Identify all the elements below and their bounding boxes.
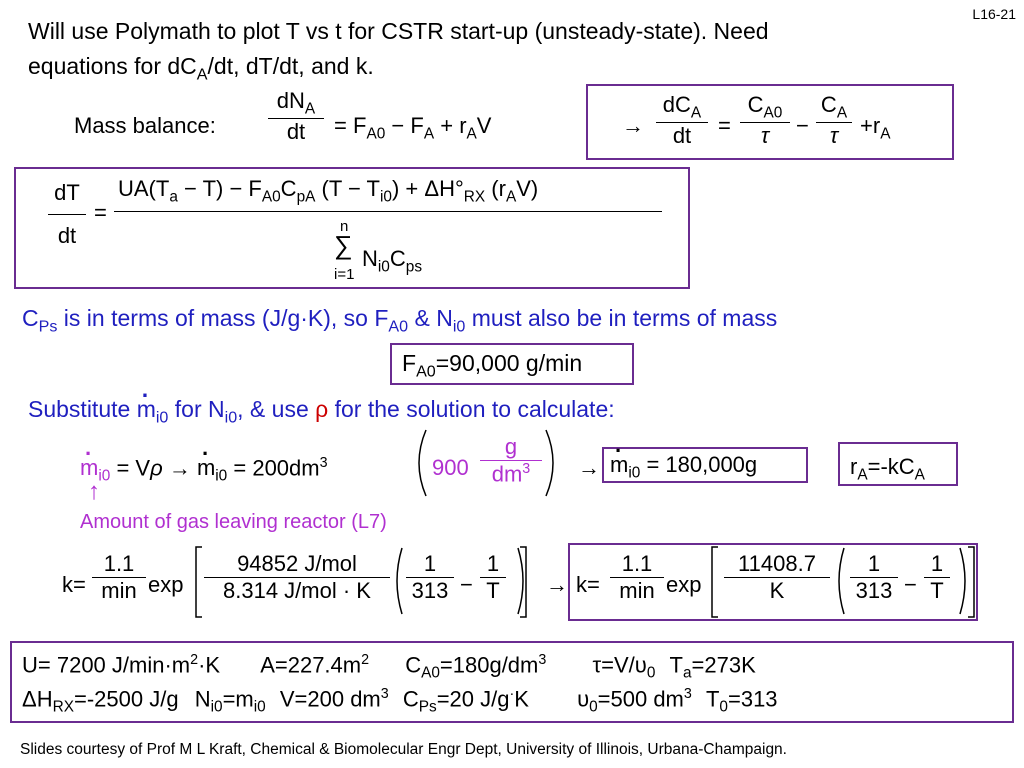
intro-line-1: Will use Polymath to plot T vs t for CST… <box>28 18 769 44</box>
exp-right: exp <box>666 572 702 597</box>
rate-law-box <box>838 442 958 486</box>
concentration-equation-box <box>586 84 954 160</box>
activation-energy-fraction: 94852 J/mol 8.314 J/mol · K <box>204 551 390 604</box>
dt-dt-fraction: dT dt <box>48 180 86 249</box>
energy-balance-denominator: Ni0Cps <box>362 246 423 276</box>
plus-ra: +rA <box>860 113 891 143</box>
up-arrow-icon: ↑ <box>88 478 100 505</box>
inverse-t-fraction-right: 1 T <box>924 551 950 604</box>
mass-flow-result: mi0 = 180,000g <box>610 438 757 482</box>
parameters-row-2: ΔHRX=-2500 J/g Ni0=mi0 V=200 dm3 CPs=20 … <box>22 686 778 716</box>
k-result-box <box>568 543 978 621</box>
cps-mass-note: CPs is in terms of mass (J/g·K), so FA0 … <box>22 305 778 336</box>
minus-sign: − <box>460 572 473 597</box>
dca-dt-fraction: dCA dt <box>656 92 708 149</box>
density-value: 900 <box>432 455 469 480</box>
sum-upper-limit: n <box>340 218 349 235</box>
mass-flow-result-box <box>602 447 808 483</box>
inverse-t-fraction-left: 1 T <box>480 551 506 604</box>
equals-sign: = <box>94 200 107 225</box>
arrow-right-icon: → <box>578 455 600 480</box>
mass-balance-rhs: = FA0 − FA + rAV <box>334 113 492 143</box>
mass-balance-label: Mass balance: <box>74 113 216 138</box>
k-equals-right: k= <box>576 572 600 597</box>
mass-balance-lhs: dNA dt <box>268 88 324 145</box>
substitute-instruction: Substitute mi0 for Ni0, & use ρ for the … <box>28 382 615 428</box>
minus-sign: − <box>904 572 917 597</box>
arrow-right-icon: → <box>546 572 568 597</box>
density-unit-fraction: g dm3 <box>480 434 542 487</box>
sum-lower-limit: i=1 <box>334 266 355 283</box>
arrow-right-icon: → <box>622 113 644 138</box>
intro-line-2: equations for dCA/dt, dT/dt, and k. <box>28 53 374 84</box>
parameters-row-1: U= 7200 J/min·m2·K A=227.4m2 CA0=180g/dm… <box>22 652 756 682</box>
inverse-313-fraction-left: 1 313 <box>406 551 454 604</box>
preexp-fraction-right: 1.1 min <box>610 551 664 604</box>
equals-sign: = <box>718 113 731 138</box>
slide-number: L16-21 <box>972 6 1016 22</box>
k-equals-left: k= <box>62 572 86 597</box>
k-left-brackets <box>195 546 527 618</box>
fa0-value-box <box>390 343 634 385</box>
mass-flow-equation: mi0 = Vρ → mi0 = 200dm3 <box>80 441 328 486</box>
k-left-parens <box>396 547 524 615</box>
e-over-r-fraction: 11408.7 K <box>724 551 830 604</box>
k-right-parens <box>838 547 966 615</box>
ca0-tau-fraction: CA0 τ <box>740 92 790 149</box>
rate-law: rA=-kCA <box>850 454 925 484</box>
energy-balance-numerator: UA(Ta − T) − FA0CpA (T − Ti0) + ΔH°RX (r… <box>118 176 539 206</box>
exp-left: exp <box>148 572 184 597</box>
footer-credit: Slides courtesy of Prof M L Kraft, Chemi… <box>20 741 787 758</box>
energy-balance-box <box>14 167 690 289</box>
minus-sign: − <box>796 113 809 138</box>
ca-tau-fraction: CA τ <box>816 92 852 149</box>
inverse-313-fraction-right: 1 313 <box>850 551 898 604</box>
k-right-brackets <box>711 546 975 618</box>
sum-icon: ∑ <box>334 230 353 260</box>
parameters-box <box>10 641 1014 723</box>
left-paren-icon <box>418 429 427 497</box>
right-paren-icon <box>545 429 554 497</box>
fa0-value: FA0=90,000 g/min <box>402 350 583 381</box>
energy-fraction-bar <box>114 211 662 212</box>
gas-leaving-note: Amount of gas leaving reactor (L7) <box>80 511 387 533</box>
preexp-fraction-left: 1.1 min <box>92 551 146 604</box>
